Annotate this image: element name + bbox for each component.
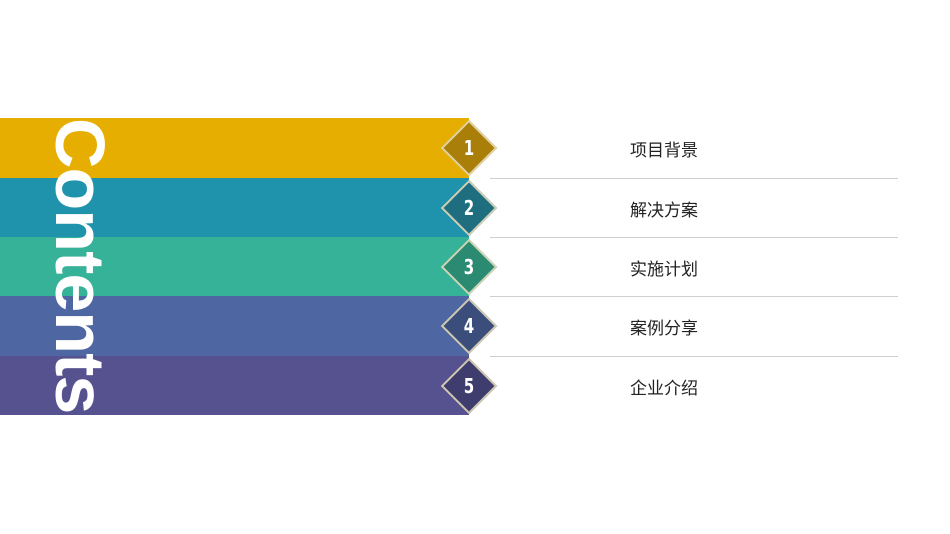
menu-item-label[interactable]: 案例分享 (630, 319, 698, 339)
menu-bar-1[interactable] (0, 118, 469, 178)
item-number: 4 (463, 314, 475, 338)
menu-item-label[interactable]: 解决方案 (630, 200, 698, 221)
menu-bar-4[interactable] (0, 296, 469, 356)
divider (490, 178, 898, 179)
item-number: 3 (463, 254, 475, 279)
menu-item-label[interactable]: 实施计划 (630, 259, 698, 280)
menu-bar-3[interactable] (0, 237, 469, 296)
menu-item-label[interactable]: 企业介绍 (630, 378, 698, 399)
divider (490, 356, 898, 357)
item-number: 2 (463, 195, 475, 220)
contents-title: Contents (41, 118, 119, 416)
item-number: 5 (463, 373, 475, 398)
divider (490, 296, 898, 297)
menu-item-label[interactable]: 项目背景 (630, 141, 698, 161)
item-number: 1 (463, 136, 475, 160)
divider (490, 237, 898, 238)
contents-title-text: Contents (41, 118, 119, 414)
menu-bar-2[interactable] (0, 178, 469, 237)
menu-bar-5[interactable] (0, 356, 469, 415)
